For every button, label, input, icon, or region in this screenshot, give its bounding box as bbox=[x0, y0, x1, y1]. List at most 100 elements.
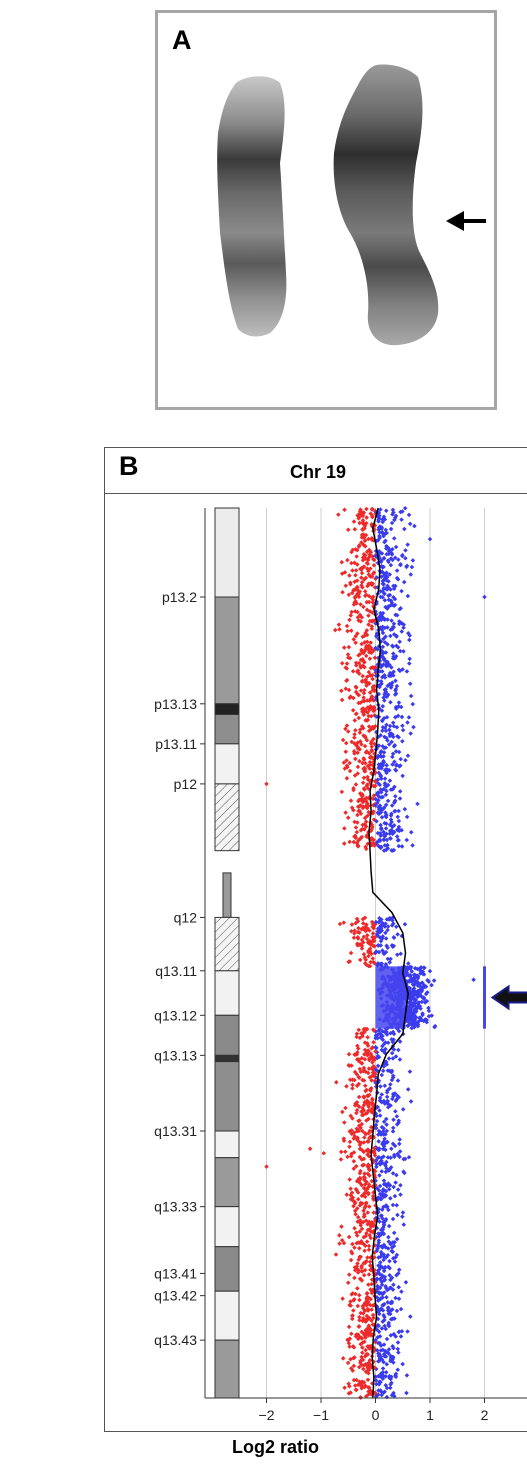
data-point bbox=[381, 1254, 387, 1260]
data-point bbox=[355, 1196, 361, 1202]
data-point bbox=[384, 714, 390, 720]
data-point bbox=[344, 666, 350, 671]
data-point bbox=[336, 622, 342, 627]
data-point bbox=[359, 742, 364, 747]
data-point bbox=[366, 1066, 372, 1071]
data-point bbox=[388, 700, 393, 705]
data-point bbox=[396, 843, 402, 849]
data-point bbox=[354, 1034, 359, 1040]
data-point bbox=[395, 1078, 401, 1083]
data-point bbox=[340, 1356, 346, 1361]
data-point bbox=[346, 1051, 352, 1057]
data-point bbox=[374, 1113, 379, 1119]
data-point bbox=[357, 730, 363, 735]
data-point bbox=[375, 1063, 381, 1069]
data-point bbox=[404, 1390, 409, 1396]
data-point bbox=[349, 1063, 354, 1068]
chromosome-right bbox=[333, 64, 439, 346]
data-point bbox=[398, 1334, 404, 1339]
data-point bbox=[380, 1028, 385, 1034]
data-point bbox=[381, 805, 387, 811]
data-point bbox=[360, 673, 366, 679]
data-point bbox=[347, 1177, 352, 1182]
data-point bbox=[366, 1162, 371, 1167]
data-point bbox=[380, 936, 385, 941]
data-point bbox=[348, 628, 354, 633]
data-point bbox=[415, 983, 421, 989]
data-point bbox=[395, 1212, 400, 1218]
data-point bbox=[391, 1230, 397, 1236]
data-point bbox=[379, 1282, 385, 1287]
data-point bbox=[391, 1360, 396, 1365]
data-point bbox=[391, 625, 396, 630]
data-point bbox=[355, 935, 361, 940]
data-point bbox=[383, 1203, 389, 1208]
x-tick-label: 0 bbox=[372, 1407, 380, 1423]
data-point bbox=[400, 723, 405, 729]
data-point bbox=[405, 1329, 410, 1334]
data-point bbox=[387, 723, 393, 729]
data-point bbox=[392, 1259, 398, 1264]
data-point bbox=[365, 1299, 371, 1305]
data-point bbox=[391, 1093, 396, 1099]
data-point bbox=[386, 1347, 392, 1352]
data-point bbox=[369, 1108, 374, 1114]
band-label: q12 bbox=[174, 909, 198, 925]
data-point bbox=[339, 688, 344, 694]
data-point bbox=[350, 1316, 355, 1322]
data-point bbox=[361, 786, 367, 791]
data-point bbox=[371, 959, 376, 965]
data-point bbox=[346, 1340, 352, 1346]
data-point bbox=[352, 560, 357, 566]
data-point bbox=[389, 1245, 395, 1250]
data-point bbox=[350, 707, 356, 713]
data-point bbox=[380, 948, 385, 953]
data-point bbox=[410, 843, 415, 848]
data-point bbox=[379, 569, 385, 574]
data-point bbox=[384, 762, 389, 768]
data-point bbox=[373, 664, 378, 670]
data-point bbox=[364, 1351, 369, 1357]
data-point bbox=[379, 1326, 385, 1331]
data-point bbox=[354, 547, 360, 553]
data-point bbox=[388, 633, 393, 639]
data-point bbox=[389, 739, 394, 745]
data-point bbox=[388, 1353, 393, 1359]
data-point bbox=[365, 1171, 371, 1177]
data-point bbox=[365, 782, 370, 787]
data-point bbox=[402, 526, 407, 532]
data-point bbox=[364, 1186, 370, 1192]
data-point bbox=[418, 1015, 423, 1021]
data-point bbox=[396, 700, 402, 705]
data-point bbox=[405, 1023, 410, 1028]
data-point bbox=[380, 1068, 386, 1074]
data-point bbox=[369, 626, 375, 632]
data-point bbox=[351, 785, 356, 791]
data-point bbox=[383, 826, 389, 831]
data-point bbox=[396, 1350, 401, 1355]
data-point bbox=[394, 1114, 400, 1119]
karyotype-image bbox=[217, 64, 486, 346]
trend-line bbox=[368, 507, 409, 1399]
data-point bbox=[366, 1323, 372, 1328]
data-point bbox=[386, 1187, 392, 1192]
chart-title: Chr 19 bbox=[290, 462, 347, 482]
data-point bbox=[366, 1272, 372, 1277]
data-point bbox=[389, 1275, 395, 1281]
data-point bbox=[367, 1135, 372, 1141]
data-point bbox=[349, 1331, 354, 1336]
data-point bbox=[378, 1155, 384, 1161]
data-point bbox=[388, 1382, 393, 1387]
data-point bbox=[377, 837, 382, 842]
data-point bbox=[376, 1381, 382, 1387]
ideogram-band bbox=[222, 872, 232, 918]
data-point bbox=[390, 734, 396, 740]
data-point bbox=[373, 1378, 379, 1383]
data-point bbox=[394, 633, 399, 639]
data-point bbox=[393, 1180, 398, 1185]
data-point bbox=[337, 1241, 342, 1246]
data-point bbox=[391, 673, 396, 678]
data-point bbox=[415, 988, 421, 994]
data-point bbox=[362, 589, 368, 594]
data-point bbox=[379, 1072, 385, 1078]
